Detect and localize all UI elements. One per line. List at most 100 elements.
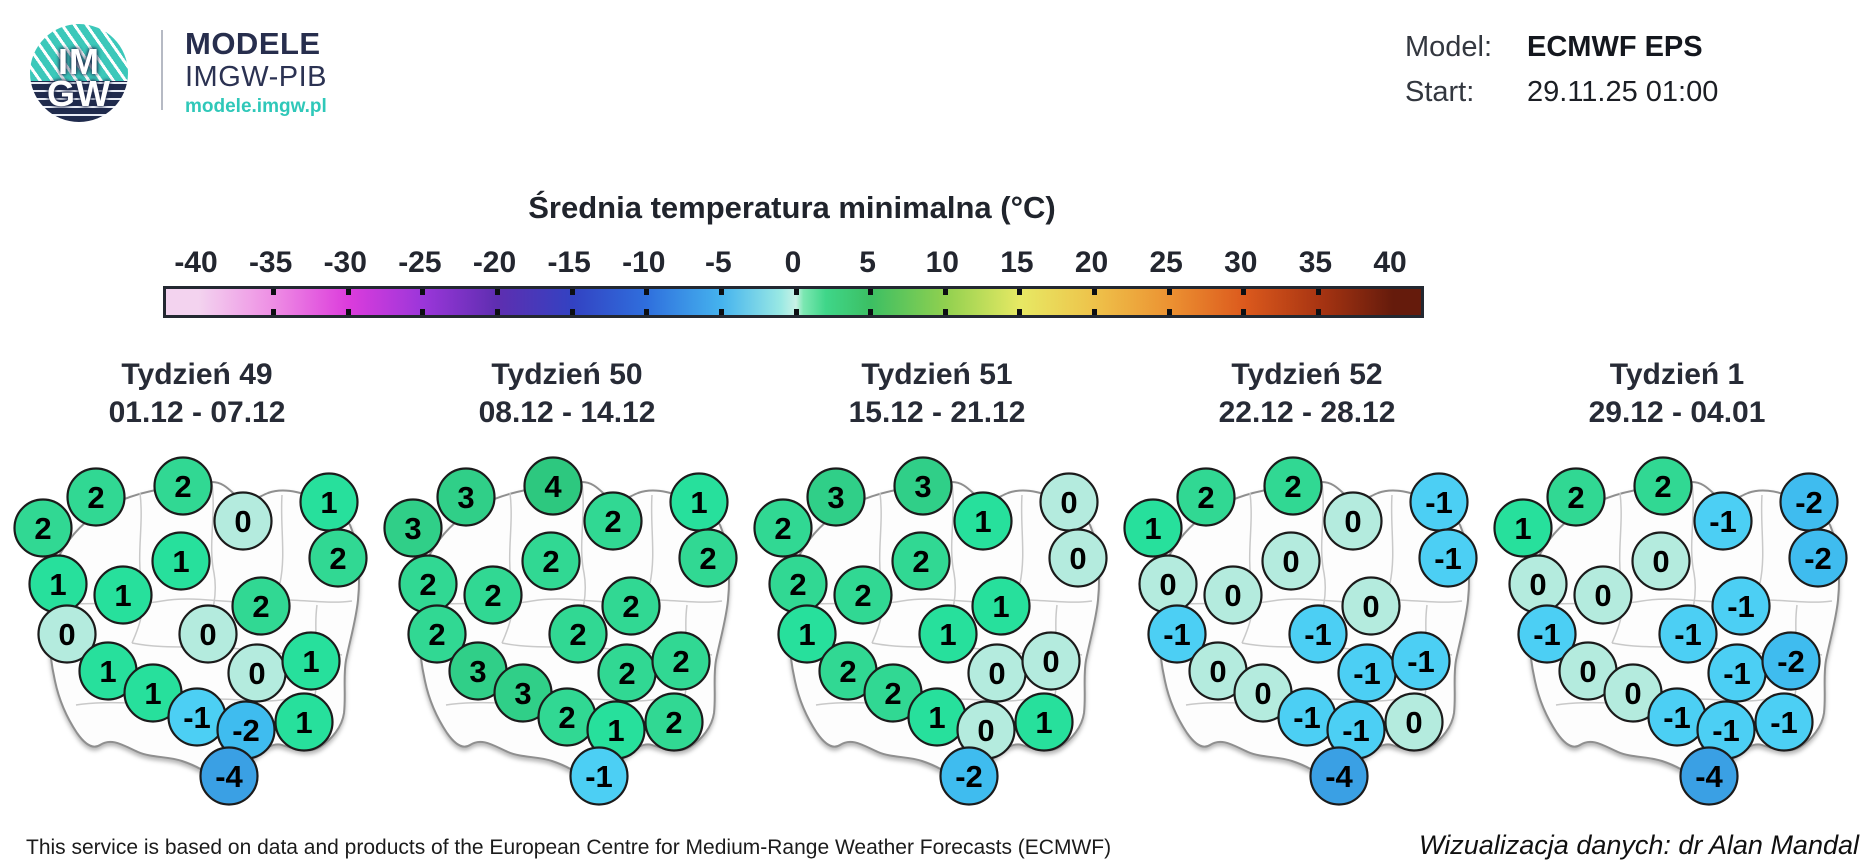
temp-point-value: -1 — [1163, 617, 1191, 652]
colorbar-mark — [420, 309, 426, 315]
temp-point — [1384, 692, 1444, 752]
temp-point-value: -1 — [1533, 617, 1561, 652]
temp-point-value: 0 — [1159, 567, 1176, 602]
temp-point-value: 1 — [320, 485, 337, 520]
temp-point — [548, 604, 608, 664]
colorbar-mark — [718, 289, 724, 295]
temp-point — [274, 692, 334, 752]
temp-point — [1021, 631, 1081, 691]
temp-point-value: -2 — [1795, 485, 1823, 520]
temp-point-value: 1 — [144, 676, 161, 711]
temp-point-value: 1 — [992, 589, 1009, 624]
temp-point — [93, 565, 153, 625]
temp-point-value: 1 — [295, 705, 312, 740]
temp-point-value: -1 — [1709, 504, 1737, 539]
temp-point — [1573, 565, 1633, 625]
brand-url-link[interactable]: modele.imgw.pl — [185, 96, 327, 117]
colorbar-tick-0: 0 — [784, 246, 802, 279]
temp-point-value: 0 — [1224, 578, 1241, 613]
colorbar-mark — [271, 309, 277, 315]
colorbar-mark — [868, 309, 874, 315]
temp-point-value: 2 — [569, 617, 586, 652]
temp-point — [151, 531, 211, 591]
temp-point-value: -4 — [1695, 759, 1723, 794]
colorbar-tick--10: -10 — [622, 246, 666, 279]
colorbar-mark — [942, 309, 948, 315]
week-dates-2: 08.12 - 14.12 — [478, 396, 656, 429]
temp-point-value: 2 — [1654, 469, 1671, 504]
temp-point — [939, 746, 999, 806]
colorbar-mark — [1092, 289, 1097, 295]
temp-point-value: 2 — [789, 567, 806, 602]
week-dates-3: 15.12 - 21.12 — [848, 396, 1026, 429]
temp-point — [1309, 746, 1369, 806]
temp-point — [918, 604, 978, 664]
temp-point-value: 2 — [419, 567, 436, 602]
colorbar-mark — [569, 289, 575, 295]
temp-point — [1323, 491, 1383, 551]
temp-point-value: 1 — [114, 578, 131, 613]
temp-point-value: 2 — [34, 511, 51, 546]
model-label: Model: — [1405, 31, 1493, 63]
temp-point-value: 2 — [329, 541, 346, 576]
temp-point — [1788, 528, 1848, 588]
temp-point-value: -4 — [1325, 759, 1353, 794]
colorbar-title: Średnia temperatura minimalna (°C) — [528, 190, 1056, 225]
colorbar-tick-25: 25 — [1149, 246, 1183, 279]
temp-point — [891, 531, 951, 591]
week-dates-5: 29.12 - 04.01 — [1588, 396, 1766, 429]
temp-point-value: 0 — [988, 656, 1005, 691]
temp-point — [1693, 491, 1753, 551]
colorbar-tick--5: -5 — [705, 246, 732, 279]
temp-point-value: 3 — [469, 654, 486, 689]
colorbar-mark — [1241, 309, 1247, 315]
colorbar-mark — [345, 309, 351, 315]
temp-point — [1176, 467, 1236, 527]
model-value: ECMWF EPS — [1527, 31, 1703, 63]
brand-title: MODELE — [185, 26, 321, 61]
temp-point-value: 1 — [1035, 705, 1052, 740]
temp-point-value: -1 — [1342, 713, 1370, 748]
week-title-1: Tydzień 49 — [121, 358, 273, 391]
colorbar-mark — [1315, 309, 1321, 315]
temp-point-value: 1 — [49, 567, 66, 602]
temp-point-value: 2 — [87, 480, 104, 515]
colorbar-tick-40: 40 — [1373, 246, 1407, 279]
logo-bottom-stripes — [30, 80, 128, 122]
temp-point — [1711, 576, 1771, 636]
colorbar-tick--20: -20 — [472, 246, 517, 279]
temp-point — [37, 604, 97, 664]
colorbar-mark — [793, 289, 799, 295]
temp-point-value: -1 — [1770, 705, 1798, 740]
temp-point — [583, 491, 643, 551]
temp-point-value: -1 — [1434, 541, 1462, 576]
temp-point — [13, 498, 73, 558]
temp-point — [953, 491, 1013, 551]
poland-map-week-4: 12 20-10 00 -1-1 -100 -1 -10-1 -1 0-4 — [1123, 456, 1478, 806]
week-title-4: Tydzień 52 — [1231, 358, 1383, 391]
temp-point-value: -1 — [1425, 485, 1453, 520]
temp-point-value: 2 — [912, 544, 929, 579]
temp-point — [971, 576, 1031, 636]
temp-point-value: 0 — [1529, 567, 1546, 602]
temp-point-value: 1 — [607, 713, 624, 748]
logo-text-gw: GW — [47, 73, 111, 114]
temp-point — [1761, 631, 1821, 691]
temp-point-value: -1 — [1353, 656, 1381, 691]
brand-subtitle: IMGW-PIB — [185, 61, 328, 93]
temp-point-value: 1 — [798, 617, 815, 652]
colorbar-tick--15: -15 — [547, 246, 591, 279]
province-border — [1759, 494, 1764, 584]
temp-point-value: 4 — [544, 469, 562, 504]
temp-point — [1048, 528, 1108, 588]
colorbar-mark — [868, 289, 874, 295]
temp-point — [407, 604, 467, 664]
colorbar-tick--25: -25 — [398, 246, 442, 279]
temp-point — [1147, 604, 1207, 664]
province-border — [279, 494, 284, 584]
colorbar-mark — [1017, 309, 1023, 315]
logo-separator — [161, 30, 163, 110]
temp-point-value: 2 — [672, 644, 689, 679]
